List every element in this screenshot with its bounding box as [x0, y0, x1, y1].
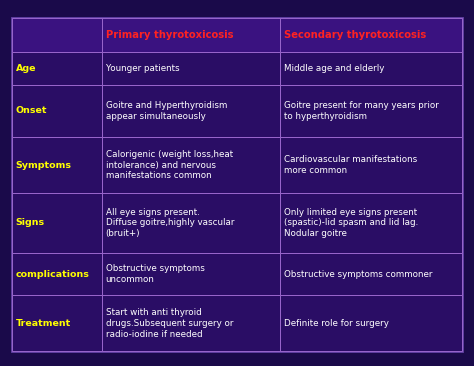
Text: Definite role for surgery: Definite role for surgery	[283, 319, 389, 328]
Bar	[12, 18, 102, 52]
Bar	[102, 193, 280, 253]
Text: Only limited eye signs present
(spastic)-lid spasm and lid lag.
Nodular goitre: Only limited eye signs present (spastic)…	[283, 208, 418, 238]
Text: Middle age and elderly: Middle age and elderly	[283, 64, 384, 72]
Bar	[280, 295, 462, 351]
Text: Obstructive symptoms
uncommon: Obstructive symptoms uncommon	[106, 264, 205, 284]
Text: Symptoms: Symptoms	[16, 161, 72, 170]
Bar	[102, 52, 280, 85]
Bar	[102, 253, 280, 295]
Text: Younger patients: Younger patients	[106, 64, 179, 72]
Text: All eye signs present.
Diffuse goitre,highly vascular
(bruit+): All eye signs present. Diffuse goitre,hi…	[106, 208, 234, 238]
Bar	[12, 253, 102, 295]
Bar	[12, 295, 102, 351]
Bar	[280, 253, 462, 295]
Bar	[102, 18, 280, 52]
Text: Goitre and Hyperthyroidism
appear simultaneously: Goitre and Hyperthyroidism appear simult…	[106, 101, 227, 121]
Bar	[280, 137, 462, 193]
Bar	[280, 85, 462, 137]
Text: Start with anti thyroid
drugs.Subsequent surgery or
radio-iodine if needed: Start with anti thyroid drugs.Subsequent…	[106, 308, 233, 339]
Text: Secondary thyrotoxicosis: Secondary thyrotoxicosis	[283, 30, 426, 40]
Text: complications: complications	[16, 269, 90, 279]
Bar	[280, 193, 462, 253]
Bar	[280, 18, 462, 52]
Bar	[102, 137, 280, 193]
Text: Calorigenic (weight loss,heat
intolerance) and nervous
manifestations common: Calorigenic (weight loss,heat intoleranc…	[106, 150, 233, 180]
Text: Onset: Onset	[16, 107, 47, 115]
Bar	[12, 52, 102, 85]
Bar	[12, 137, 102, 193]
Text: Age: Age	[16, 64, 36, 72]
Bar	[280, 52, 462, 85]
Text: Treatment: Treatment	[16, 319, 71, 328]
Text: Signs: Signs	[16, 219, 45, 227]
Text: Primary thyrotoxicosis: Primary thyrotoxicosis	[106, 30, 233, 40]
Bar	[102, 85, 280, 137]
Bar	[12, 85, 102, 137]
Bar	[102, 295, 280, 351]
Text: Cardiovascular manifestations
more common: Cardiovascular manifestations more commo…	[283, 155, 417, 175]
Bar	[12, 193, 102, 253]
Text: Obstructive symptoms commoner: Obstructive symptoms commoner	[283, 269, 432, 279]
Text: Goitre present for many years prior
to hyperthyroidism: Goitre present for many years prior to h…	[283, 101, 438, 121]
